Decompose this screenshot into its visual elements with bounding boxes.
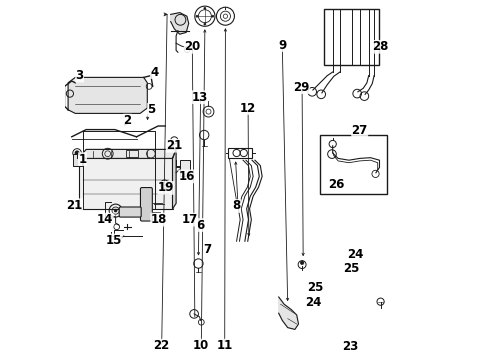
Text: 28: 28: [372, 40, 388, 53]
Text: 11: 11: [216, 339, 232, 352]
Text: 18: 18: [150, 213, 167, 226]
Circle shape: [75, 151, 79, 155]
Bar: [179, 160, 189, 176]
Text: 24: 24: [346, 248, 363, 261]
Text: 4: 4: [150, 66, 158, 78]
Polygon shape: [278, 297, 298, 329]
Text: 21: 21: [66, 199, 82, 212]
Circle shape: [203, 23, 205, 25]
Text: 24: 24: [304, 296, 321, 309]
Polygon shape: [170, 13, 188, 34]
Text: 12: 12: [239, 102, 255, 114]
Circle shape: [196, 15, 198, 17]
Text: 29: 29: [293, 81, 309, 94]
Text: 23: 23: [342, 340, 358, 353]
Text: 19: 19: [158, 181, 174, 194]
FancyBboxPatch shape: [140, 188, 152, 221]
Text: 6: 6: [196, 219, 204, 231]
Text: 8: 8: [232, 199, 240, 212]
Text: 15: 15: [106, 234, 122, 247]
Polygon shape: [79, 149, 176, 158]
Text: 27: 27: [351, 124, 367, 137]
Text: 21: 21: [166, 139, 182, 152]
Polygon shape: [172, 149, 176, 209]
Text: 2: 2: [123, 114, 131, 127]
Text: 17: 17: [181, 213, 197, 226]
Polygon shape: [68, 77, 147, 113]
Bar: [228, 148, 251, 158]
Text: 3: 3: [76, 69, 83, 82]
Circle shape: [211, 15, 213, 17]
Text: 26: 26: [327, 178, 344, 191]
Circle shape: [114, 209, 117, 212]
Text: 10: 10: [192, 339, 208, 352]
Text: 16: 16: [178, 170, 195, 183]
Circle shape: [300, 261, 303, 265]
Text: 25: 25: [343, 262, 359, 275]
FancyBboxPatch shape: [119, 207, 141, 217]
Bar: [320, 135, 386, 194]
Text: 7: 7: [203, 243, 211, 256]
Circle shape: [203, 7, 205, 9]
Bar: [125, 150, 138, 157]
FancyBboxPatch shape: [79, 158, 172, 209]
Text: 22: 22: [153, 339, 169, 352]
Bar: [323, 9, 379, 65]
Text: 5: 5: [147, 103, 155, 116]
Text: 14: 14: [97, 213, 113, 226]
Text: 25: 25: [307, 281, 324, 294]
Text: 20: 20: [184, 40, 200, 53]
Text: 1: 1: [78, 153, 86, 166]
Text: 9: 9: [278, 39, 286, 51]
FancyBboxPatch shape: [73, 154, 82, 166]
Text: 13: 13: [191, 91, 207, 104]
